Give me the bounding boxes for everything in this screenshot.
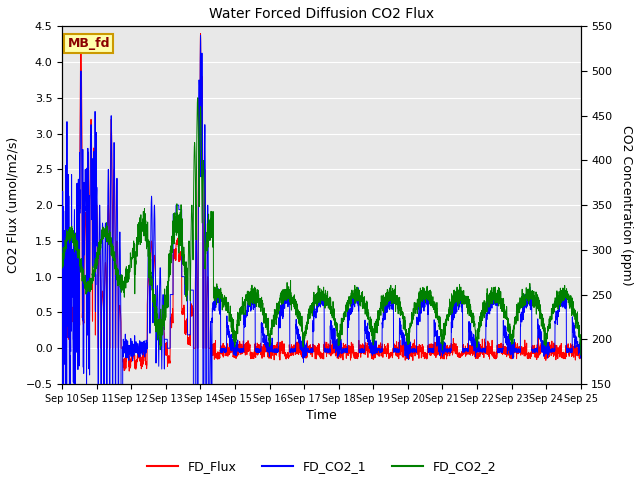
Text: MB_fd: MB_fd [67,37,110,50]
Legend: FD_Flux, FD_CO2_1, FD_CO2_2: FD_Flux, FD_CO2_1, FD_CO2_2 [141,455,501,478]
Y-axis label: CO2 Flux (umol/m2/s): CO2 Flux (umol/m2/s) [7,137,20,273]
Title: Water Forced Diffusion CO2 Flux: Water Forced Diffusion CO2 Flux [209,7,434,21]
X-axis label: Time: Time [306,409,337,422]
Y-axis label: CO2 Concentration (ppm): CO2 Concentration (ppm) [620,125,633,286]
